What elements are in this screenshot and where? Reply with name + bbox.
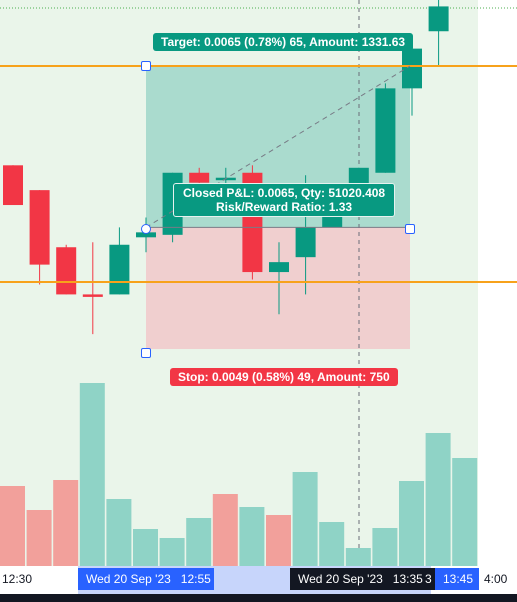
candle-body: [295, 227, 316, 258]
volume-bar: [292, 472, 318, 566]
pnl-line1: Closed P&L: 0.0065, Qty: 51020.408: [183, 186, 386, 200]
volume-histogram: [0, 383, 478, 566]
candle: [428, 0, 449, 66]
candle: [3, 165, 23, 206]
candle-body: [29, 190, 50, 265]
volume-bar: [0, 486, 25, 566]
candle-body: [136, 232, 156, 238]
candle: [375, 83, 396, 173]
candle-body: [3, 165, 23, 206]
pnl-label: Closed P&L: 0.0065, Qty: 51020.408 Risk/…: [173, 183, 396, 217]
target-handle[interactable]: [141, 61, 151, 71]
volume-bar: [239, 507, 265, 566]
volume-bar: [159, 538, 185, 566]
candle: [269, 242, 289, 315]
time-label-right: 4:00: [484, 572, 508, 586]
volume-bar: [452, 458, 478, 566]
candle: [136, 217, 156, 253]
target-label: Target: 0.0065 (0.78%) 65, Amount: 1331.…: [153, 33, 414, 51]
volume-bar: [26, 510, 52, 566]
volume-bar: [399, 481, 424, 566]
trade-path-line: [145, 65, 411, 228]
volume-bar: [345, 548, 371, 566]
candle: [29, 190, 50, 285]
stop-handle[interactable]: [141, 348, 151, 358]
candle-body: [109, 244, 130, 295]
candle-body: [189, 172, 210, 183]
time-tag-cursor: Wed 20 Sep '23 13:35: [290, 568, 424, 590]
time-tag-partial: 3: [423, 568, 435, 590]
candle-body: [269, 262, 289, 273]
candle-body: [56, 247, 77, 295]
volume-bar: [425, 433, 451, 566]
volume-bar: [319, 522, 345, 566]
pnl-line2: Risk/Reward Ratio: 1.33: [216, 200, 353, 214]
volume-bar: [53, 480, 79, 566]
volume-bar: [372, 528, 398, 566]
candle: [56, 244, 77, 295]
entry-handle[interactable]: [141, 224, 151, 234]
volume-bar: [133, 529, 158, 566]
volume-bar: [186, 518, 212, 566]
candle-body: [375, 88, 396, 173]
volume-bar: [79, 383, 105, 566]
time-label-left: 12:30: [2, 572, 33, 586]
candle-body: [82, 294, 103, 297]
bottom-border: [0, 594, 517, 602]
volume-bar: [106, 499, 132, 566]
stop-zone: [146, 227, 410, 350]
candle-body: [428, 6, 449, 32]
candle-body: [402, 48, 422, 89]
candle: [402, 48, 422, 116]
time-tag-end: 13:45: [435, 568, 479, 590]
stop-label: Stop: 0.0049 (0.58%) 49, Amount: 750: [170, 368, 398, 386]
volume-bar: [266, 515, 291, 566]
volume-bar: [212, 494, 238, 566]
time-tag-start: Wed 20 Sep '23 12:55: [78, 568, 214, 590]
candle: [82, 242, 103, 335]
entry-right-handle[interactable]: [405, 224, 415, 234]
